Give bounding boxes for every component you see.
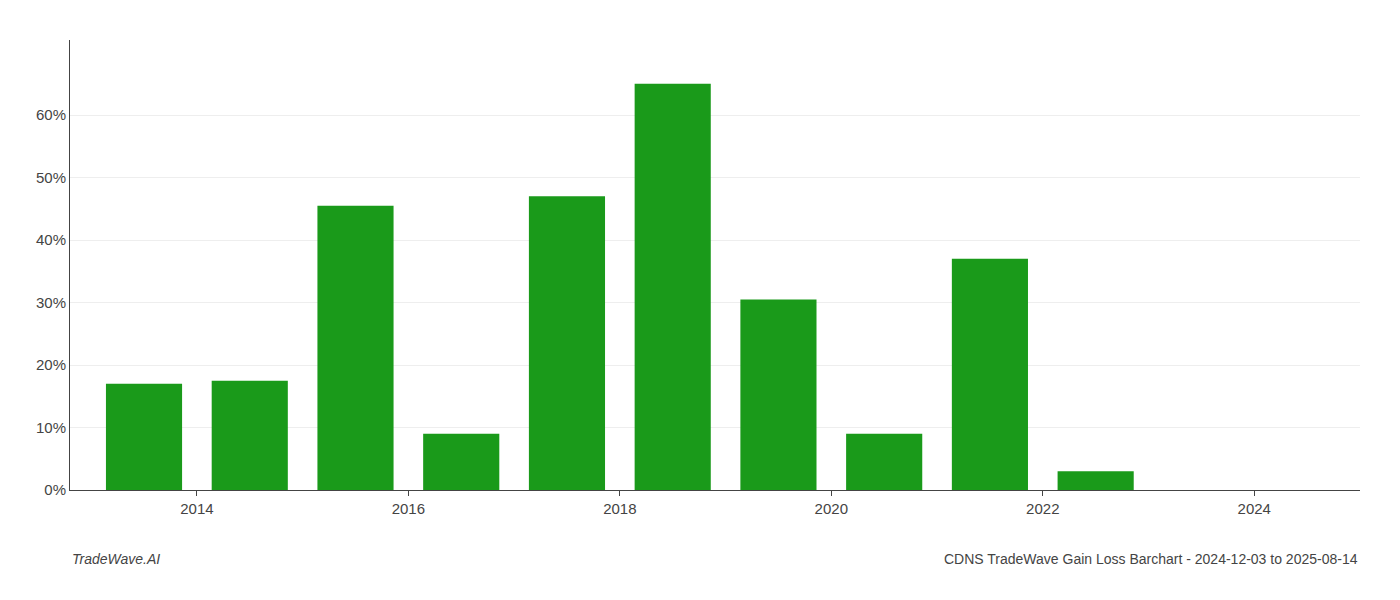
svg-text:40%: 40%	[36, 231, 66, 248]
svg-text:2016: 2016	[392, 500, 425, 517]
svg-text:20%: 20%	[36, 356, 66, 373]
svg-text:2020: 2020	[815, 500, 848, 517]
svg-text:2022: 2022	[1026, 500, 1059, 517]
svg-text:2024: 2024	[1238, 500, 1271, 517]
svg-text:50%: 50%	[36, 169, 66, 186]
svg-text:2014: 2014	[180, 500, 213, 517]
svg-text:60%: 60%	[36, 106, 66, 123]
svg-text:10%: 10%	[36, 419, 66, 436]
svg-text:30%: 30%	[36, 294, 66, 311]
svg-text:CDNS TradeWave Gain Loss Barch: CDNS TradeWave Gain Loss Barchart - 2024…	[944, 551, 1358, 567]
svg-text:0%: 0%	[44, 481, 66, 498]
svg-text:2018: 2018	[603, 500, 636, 517]
svg-text:TradeWave.AI: TradeWave.AI	[72, 551, 160, 567]
